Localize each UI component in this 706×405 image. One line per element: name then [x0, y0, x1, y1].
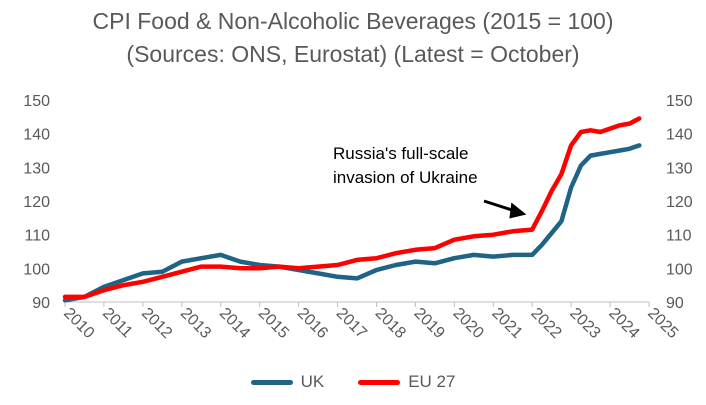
series-line-eu27	[62, 116, 642, 300]
x-tick-label: 2016	[294, 305, 331, 342]
x-tick-label: 2023	[566, 305, 603, 342]
y-tick-label-right: 110	[666, 228, 692, 245]
y-tick-label-right: 130	[666, 160, 693, 177]
x-tick-label: 2012	[138, 305, 175, 342]
chart-legend: UK EU 27	[0, 372, 706, 392]
x-tick-label: 2014	[216, 305, 253, 342]
legend-swatch-uk	[250, 379, 293, 385]
legend-swatch-eu27	[358, 379, 401, 385]
x-tick-label: 2010	[60, 305, 97, 342]
y-tick-label-left: 130	[23, 160, 50, 177]
y-tick-label-right: 140	[666, 127, 693, 144]
x-tick-label: 2022	[527, 305, 564, 342]
y-tick-label-left: 140	[23, 127, 50, 144]
x-tick-label: 2020	[450, 305, 487, 342]
y-tick-label-left: 120	[23, 194, 50, 211]
y-tick-label-left: 110	[24, 228, 50, 245]
x-tick-label: 2013	[177, 305, 214, 342]
x-tick-label: 2017	[333, 305, 370, 342]
chart-subtitle: (Sources: ONS, Eurostat) (Latest = Octob…	[126, 41, 580, 67]
legend-label-eu27: EU 27	[408, 372, 456, 391]
series-line-uk	[62, 143, 642, 303]
y-tick-label-left: 150	[23, 93, 50, 110]
annotation-text-line-1: Russia's full-scale	[333, 144, 469, 163]
y-tick-label-right: 120	[666, 194, 693, 211]
y-tick-label-right: 150	[666, 93, 693, 110]
legend-item-eu27: EU 27	[358, 372, 455, 392]
annotation-arrow-head	[509, 202, 527, 219]
chart-series	[62, 116, 642, 303]
x-tick-label: 2019	[411, 305, 448, 342]
x-tick-label: 2011	[99, 305, 135, 341]
x-tick-label: 2021	[488, 305, 525, 342]
chart-title: CPI Food & Non-Alcoholic Beverages (2015…	[92, 8, 614, 34]
y-tick-label-right: 90	[666, 295, 684, 312]
x-tick-label: 2018	[372, 305, 409, 342]
annotation-text-line-2: invasion of Ukraine	[333, 168, 478, 187]
x-tick-label: 2024	[605, 305, 642, 342]
legend-label-uk: UK	[300, 372, 325, 391]
chart-annotation: Russia's full-scale invasion of Ukraine	[333, 144, 527, 219]
y-tick-label-right: 100	[666, 261, 693, 278]
legend-item-uk: UK	[250, 372, 325, 392]
y-tick-label-left: 100	[23, 261, 50, 278]
x-tick-label: 2015	[255, 305, 292, 342]
y-tick-label-left: 90	[32, 295, 50, 312]
